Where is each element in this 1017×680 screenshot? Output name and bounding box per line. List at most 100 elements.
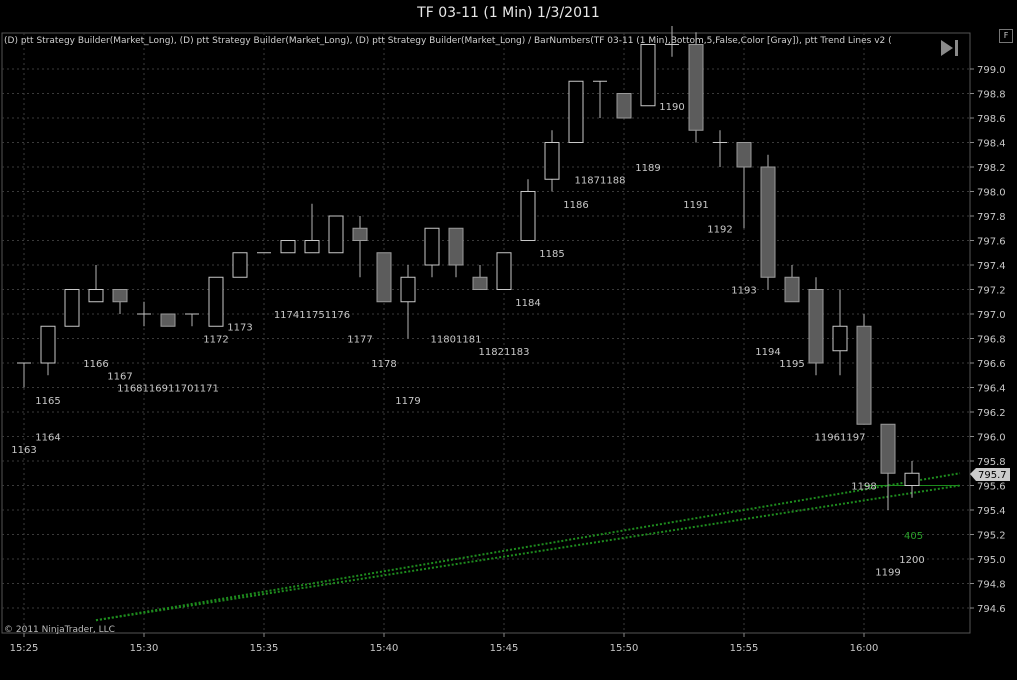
candle: [112, 289, 128, 314]
candle-body: [304, 240, 320, 254]
bar-number-label: 1163: [11, 445, 36, 456]
candle-body: [808, 289, 824, 364]
candle: [520, 179, 536, 241]
y-axis-label: 796.0: [977, 433, 1006, 444]
y-axis-label: 797.4: [977, 261, 1006, 272]
candle: [808, 277, 824, 376]
candle: [160, 313, 176, 327]
candle: [880, 423, 896, 510]
candle-body: [232, 252, 248, 278]
trend-value-label: 405: [904, 531, 923, 542]
candle-body: [640, 44, 656, 107]
bar-number-label: 1191: [683, 200, 708, 211]
chart-grid: [1, 32, 971, 634]
candle: [568, 80, 584, 143]
candle-body: [568, 80, 584, 143]
trend-line: [95, 484, 961, 622]
bar-number-label: 1193: [731, 286, 756, 297]
y-axis-label: 797.2: [977, 286, 1006, 297]
candle-body: [544, 142, 560, 180]
x-axis-label: 15:55: [730, 643, 759, 654]
x-axis-label: 16:00: [850, 643, 879, 654]
y-axis-label: 797.0: [977, 310, 1006, 321]
candle: [640, 44, 656, 107]
bar-number-label: 1168116911701171: [117, 384, 219, 395]
candle-body: [88, 289, 104, 303]
y-axis-label: 796.8: [977, 335, 1006, 346]
candle: [904, 461, 920, 498]
indicator-legend: (D) ptt Strategy Builder(Market_Long), (…: [4, 36, 892, 46]
candle: [760, 154, 776, 290]
y-axis-label: 797.6: [977, 237, 1006, 248]
x-axis-label: 15:40: [370, 643, 399, 654]
bar-number-label: 1166: [83, 359, 108, 370]
candle: [400, 265, 416, 339]
flag-button[interactable]: F: [999, 29, 1013, 43]
candle-body: [496, 252, 512, 290]
candle: [17, 362, 31, 388]
candlestick-series: [17, 26, 920, 510]
candle-body: [376, 252, 392, 303]
bar-number-label: 1195: [779, 359, 804, 370]
y-axis-label: 794.6: [977, 604, 1006, 615]
bar-number-label: 1198: [851, 482, 876, 493]
candle: [616, 93, 632, 119]
bar-number-label: 11961197: [815, 433, 866, 444]
candle-body: [208, 276, 224, 327]
bar-number-label: 1172: [203, 335, 228, 346]
y-axis-label: 796.4: [977, 384, 1006, 395]
candle-body: [40, 325, 56, 364]
y-axis-label: 797.8: [977, 212, 1006, 223]
candle-body: [856, 325, 872, 425]
candle: [424, 227, 440, 278]
candle: [496, 252, 512, 290]
y-axis-label: 798.4: [977, 139, 1006, 150]
bar-number-label: 1189: [635, 163, 660, 174]
candle-body: [424, 227, 440, 266]
bar-number-label: 1179: [395, 396, 420, 407]
candle: [856, 314, 872, 425]
x-axis-label: 15:30: [130, 643, 159, 654]
bar-number-label: 11871188: [575, 175, 626, 186]
candle: [472, 265, 488, 290]
candle-body: [520, 191, 536, 241]
candle-body: [160, 313, 176, 327]
candle: [352, 216, 368, 278]
candle: [688, 32, 704, 143]
candle: [713, 130, 727, 167]
candle: [280, 240, 296, 254]
candle: [304, 203, 320, 254]
candle: [208, 276, 224, 327]
x-axis-label: 15:50: [610, 643, 639, 654]
candle: [544, 130, 560, 192]
bar-number-label: 1185: [539, 249, 564, 260]
candle-body: [880, 423, 896, 474]
skip-forward-icon[interactable]: [941, 40, 958, 56]
bar-number-label: 11801181: [431, 335, 482, 346]
candle: [832, 289, 848, 376]
y-axis-label: 795.8: [977, 457, 1006, 468]
candle-body: [64, 289, 80, 327]
candle: [736, 142, 752, 229]
bar-number-label: 1194: [755, 347, 780, 358]
y-axis-label: 798.2: [977, 163, 1006, 174]
y-axis-label: 798.8: [977, 90, 1006, 101]
x-axis-label: 15:35: [250, 643, 279, 654]
bar-number-label: 1186: [563, 200, 588, 211]
y-axis-label: 794.8: [977, 580, 1006, 591]
x-axis-label: 15:25: [10, 643, 39, 654]
bar-number-label: 1184: [515, 298, 540, 309]
bar-number-label: 1190: [659, 102, 684, 113]
trend-lines: [95, 472, 961, 622]
candle-body: [328, 215, 344, 254]
candle-body: [736, 142, 752, 168]
y-axis-label: 795.4: [977, 506, 1006, 517]
trend-line: [95, 472, 961, 622]
candle: [137, 301, 151, 327]
current-price-value: 795.7: [978, 470, 1007, 481]
chart-axes: 794.6 794.8 795.0 795.2 795.4 795.6 795.8 796.0…: [10, 65, 1006, 654]
candle-body: [352, 227, 368, 241]
bar-number-label: 1165: [35, 396, 60, 407]
y-axis-label: 795.2: [977, 531, 1006, 542]
